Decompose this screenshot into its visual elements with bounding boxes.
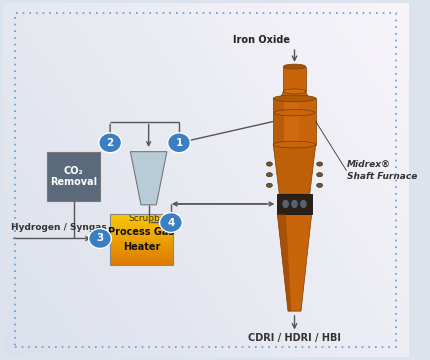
Circle shape [98, 133, 121, 153]
Bar [110, 253, 172, 255]
Bar [273, 99, 283, 145]
Bar [110, 258, 172, 260]
Ellipse shape [266, 162, 272, 166]
Bar [110, 229, 172, 230]
Ellipse shape [316, 162, 322, 166]
Polygon shape [273, 91, 314, 113]
Bar [110, 244, 172, 246]
Bar [110, 242, 172, 243]
Ellipse shape [283, 89, 305, 94]
Text: Hydrogen / Syngas: Hydrogen / Syngas [11, 223, 106, 232]
Ellipse shape [290, 199, 298, 208]
Bar [110, 264, 172, 265]
Polygon shape [130, 152, 166, 205]
Ellipse shape [281, 199, 289, 208]
Bar [110, 239, 172, 240]
Text: 4: 4 [167, 217, 174, 228]
Text: Iron Oxide: Iron Oxide [233, 35, 290, 45]
Bar [110, 240, 172, 242]
Text: 2: 2 [106, 138, 114, 148]
Circle shape [89, 229, 111, 248]
Bar [110, 219, 172, 220]
Bar [110, 217, 172, 219]
Bar [110, 230, 172, 232]
Bar [273, 99, 315, 145]
Bar [276, 194, 311, 214]
Bar [110, 237, 172, 238]
Bar [110, 256, 172, 257]
Bar [110, 243, 172, 244]
Bar [110, 214, 172, 215]
Bar [110, 249, 172, 251]
Text: 1: 1 [175, 138, 182, 148]
Text: Shaft Furnace: Shaft Furnace [347, 172, 417, 181]
Circle shape [159, 213, 182, 233]
Ellipse shape [283, 64, 305, 69]
Bar [110, 233, 172, 234]
Bar [283, 67, 305, 91]
Circle shape [167, 133, 190, 153]
Ellipse shape [266, 183, 272, 188]
Bar [110, 252, 172, 253]
Bar [110, 214, 172, 265]
Bar [110, 262, 172, 264]
Text: Process Gas: Process Gas [108, 226, 174, 237]
Text: CO₂
Removal: CO₂ Removal [50, 166, 97, 187]
Bar [283, 99, 298, 145]
Bar [110, 226, 172, 228]
Bar [110, 223, 172, 224]
Bar [110, 216, 172, 217]
Bar [110, 238, 172, 239]
Bar [110, 234, 172, 235]
Ellipse shape [266, 172, 272, 177]
Bar [110, 261, 172, 262]
Bar [110, 220, 172, 221]
Bar [110, 235, 172, 237]
Bar [110, 215, 172, 216]
Bar [110, 225, 172, 226]
Text: Midrex®: Midrex® [347, 159, 390, 168]
Text: 3: 3 [96, 234, 103, 243]
Bar [110, 251, 172, 252]
Bar [110, 255, 172, 256]
Bar [110, 246, 172, 247]
Ellipse shape [316, 172, 322, 177]
Bar [110, 257, 172, 258]
Bar [110, 260, 172, 261]
Polygon shape [276, 214, 311, 311]
Bar [110, 228, 172, 229]
Text: Scrubber: Scrubber [128, 214, 169, 223]
Ellipse shape [273, 141, 315, 148]
Bar [110, 224, 172, 225]
Text: CDRI / HDRI / HBI: CDRI / HDRI / HBI [248, 333, 340, 343]
Bar [110, 248, 172, 249]
Ellipse shape [273, 109, 314, 116]
Bar [110, 232, 172, 233]
Bar [110, 247, 172, 248]
Polygon shape [273, 145, 315, 194]
Ellipse shape [273, 95, 315, 102]
Ellipse shape [299, 199, 306, 208]
Bar [47, 152, 100, 201]
Bar [110, 221, 172, 223]
Ellipse shape [316, 183, 322, 188]
Text: Heater: Heater [123, 242, 160, 252]
Polygon shape [276, 214, 291, 311]
